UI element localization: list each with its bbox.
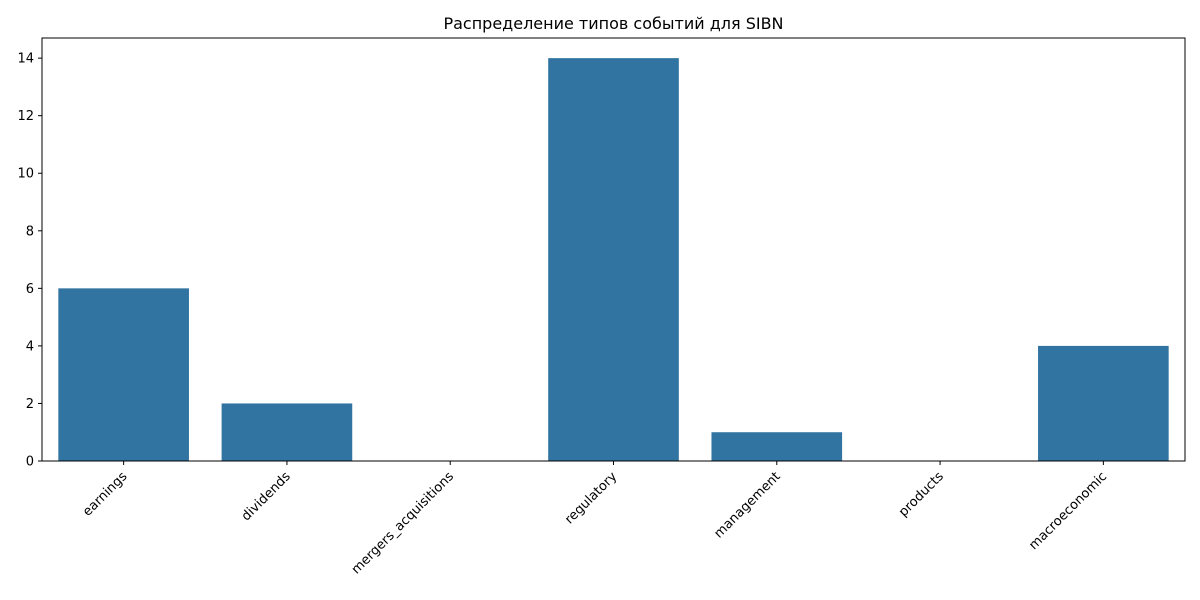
bar-macroeconomic [1038,345,1169,461]
bar-earnings [58,288,189,461]
y-tick-label: 4 [26,339,34,354]
x-tick-label: products [896,469,947,520]
y-tick-label: 0 [26,455,34,470]
x-tick-label: mergers_acquisitions [349,469,457,577]
y-tick-label: 12 [17,109,34,124]
x-tick-label: management [711,469,783,541]
plot-area: 0 2 4 6 8 10 12 14 earnings dividends mergers_acqu… [17,37,1186,577]
bar-regulatory [548,58,679,461]
x-tick-label: earnings [80,469,131,520]
chart-title: Распределение типов событий для SIBN [443,14,783,33]
x-tick-label: dividends [239,469,294,524]
y-tick-label: 8 [26,224,34,239]
x-tick-label: regulatory [562,469,620,527]
axes-frame [41,37,1186,462]
y-tick-label: 6 [26,282,34,297]
bar-dividends [221,403,353,461]
y-tick-label: 10 [17,167,34,182]
x-tick-label: macroeconomic [1026,469,1110,553]
y-tick-label: 14 [17,52,34,67]
y-tick-label: 2 [26,397,34,412]
bar-management [711,432,843,461]
